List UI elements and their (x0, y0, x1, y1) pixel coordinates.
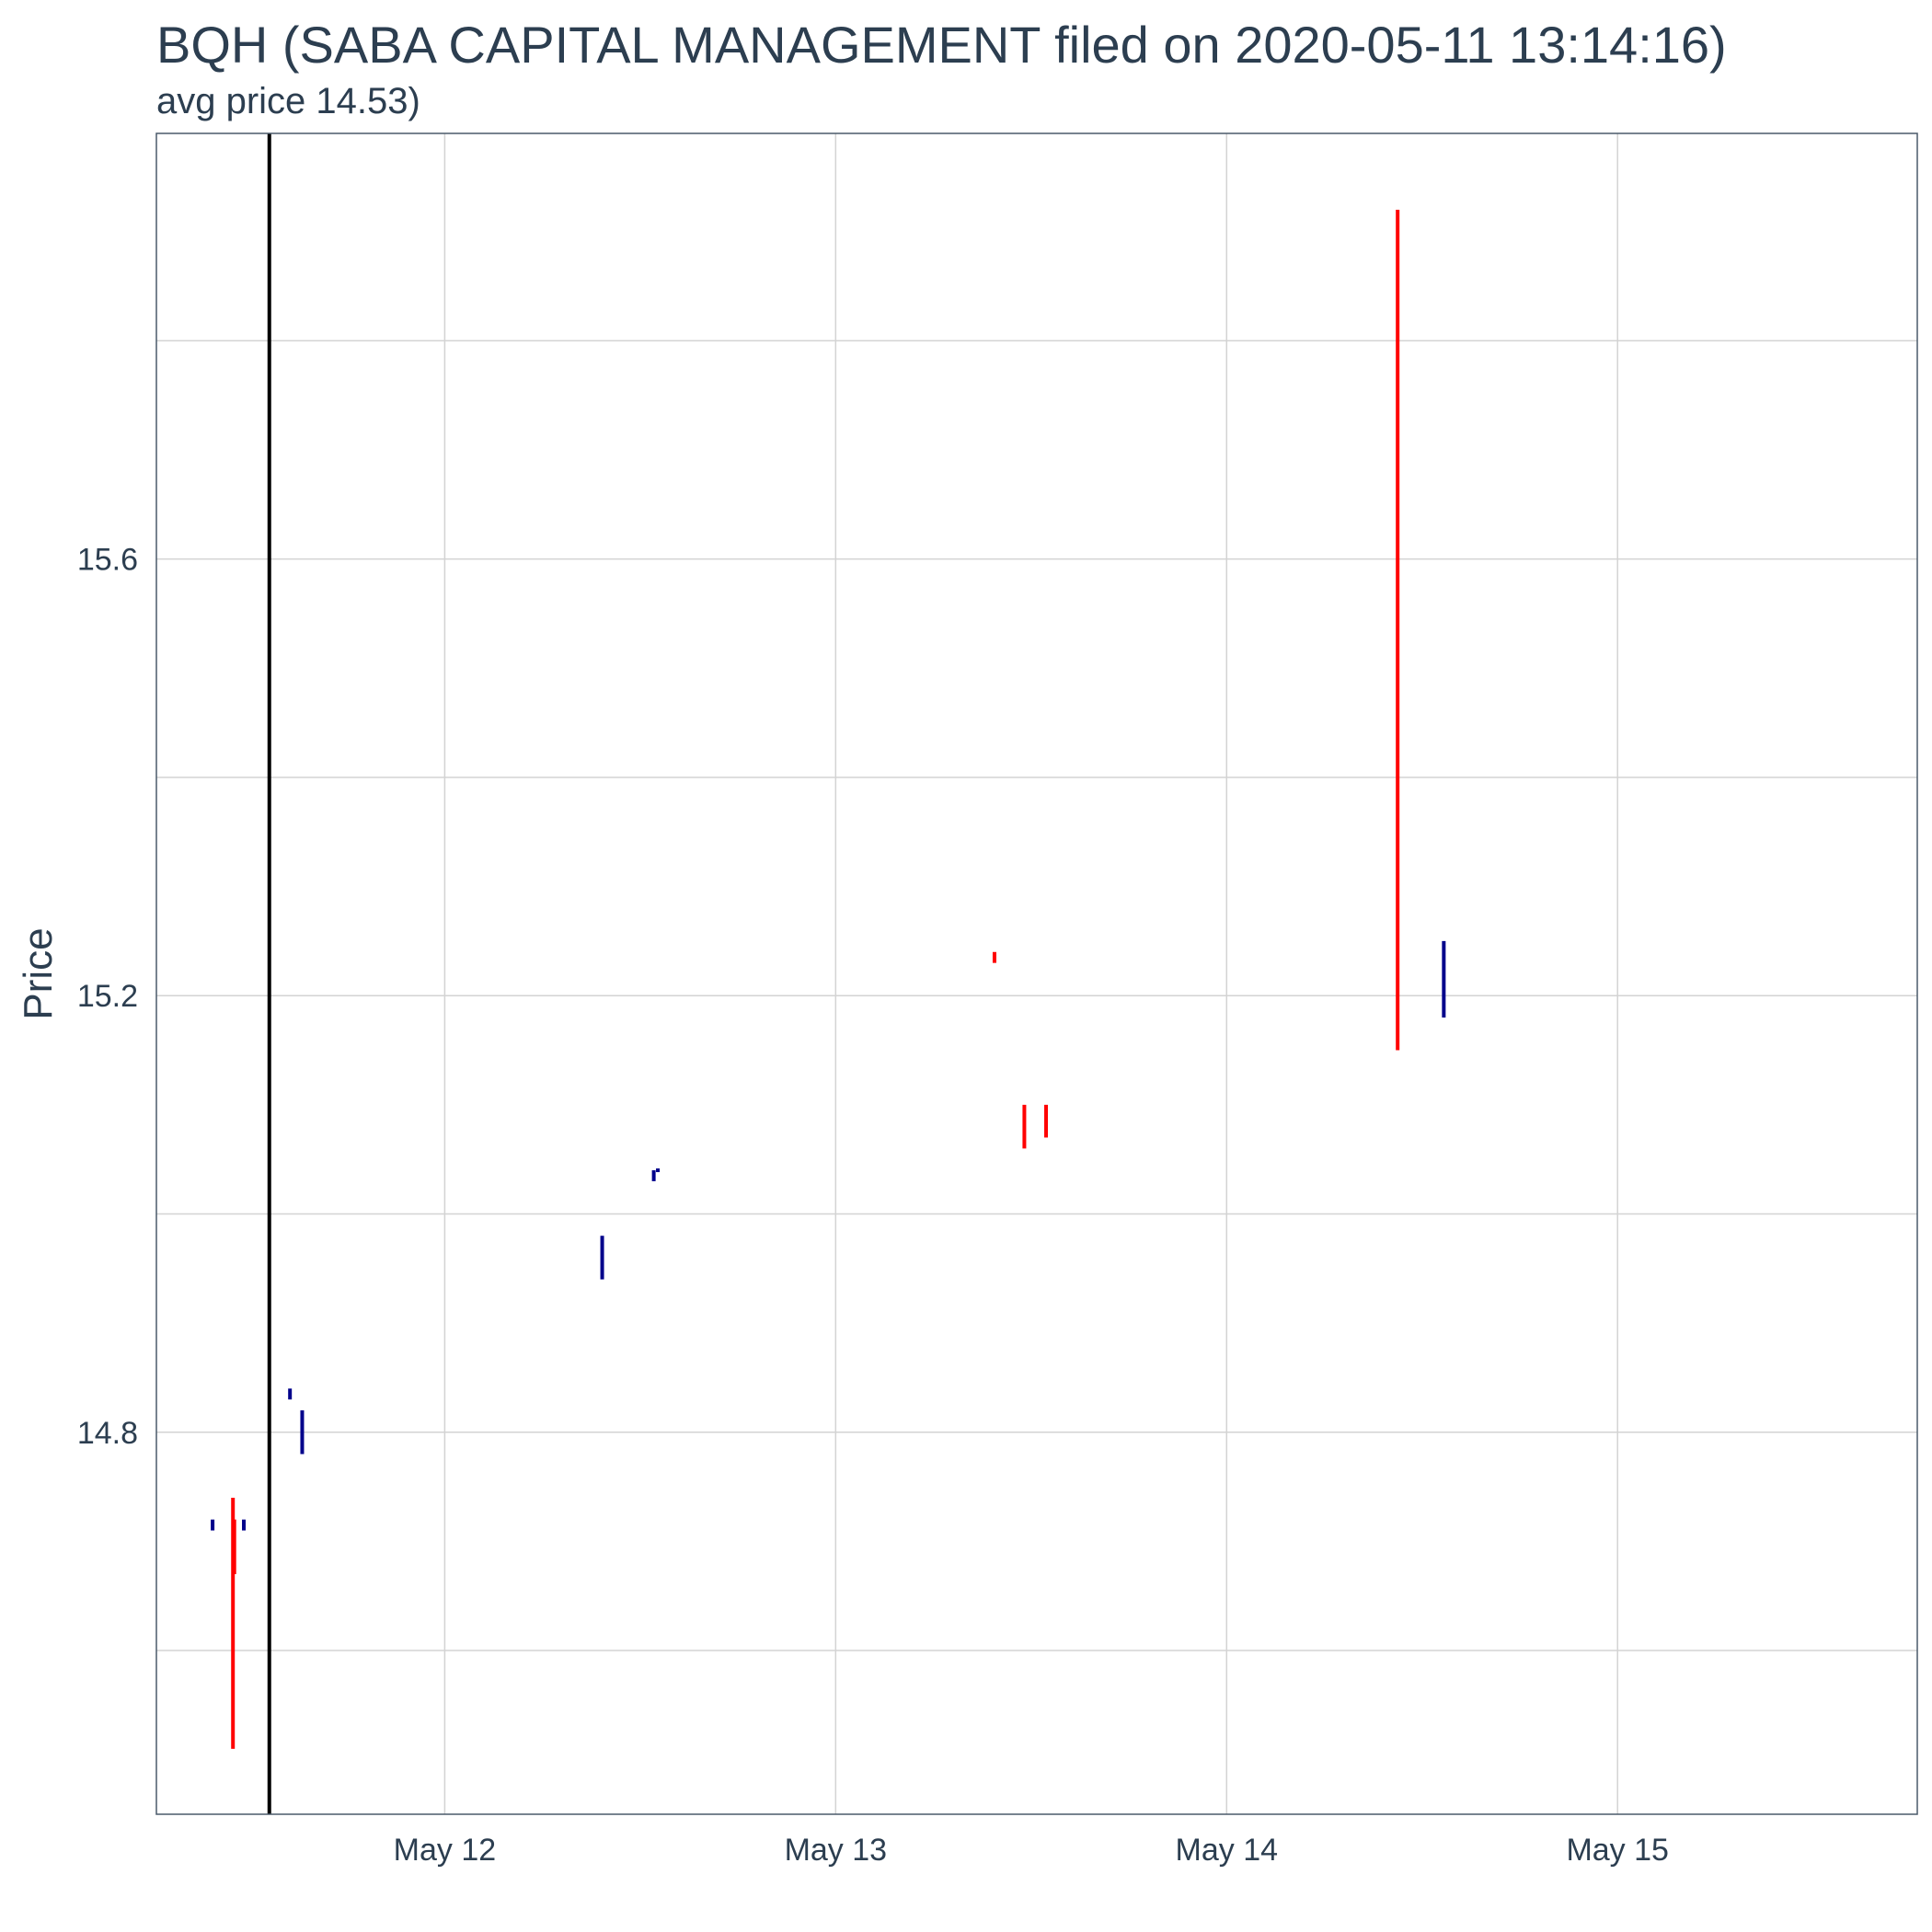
chart-title: BQH (SABA CAPITAL MANAGEMENT filed on 20… (156, 16, 1727, 74)
y-axis-title: Price (16, 927, 61, 1019)
x-tick-label: May 15 (1566, 1833, 1669, 1868)
plot-panel-border (155, 132, 1918, 1815)
tick-layer: May 12 May 13 May 14 May 15 14.8 15.2 15.6 (77, 543, 1669, 1868)
y-tick-label: 15.2 (77, 979, 138, 1014)
chart-subtitle: avg price 14.53) (156, 81, 420, 121)
candle-layer (211, 210, 1446, 1749)
grid-layer (156, 133, 1917, 1814)
x-tick-label: May 13 (785, 1833, 888, 1868)
x-tick-label: May 12 (394, 1833, 497, 1868)
y-tick-label: 14.8 (77, 1416, 138, 1451)
x-tick-label: May 14 (1176, 1833, 1279, 1868)
y-tick-label: 15.6 (77, 543, 138, 578)
